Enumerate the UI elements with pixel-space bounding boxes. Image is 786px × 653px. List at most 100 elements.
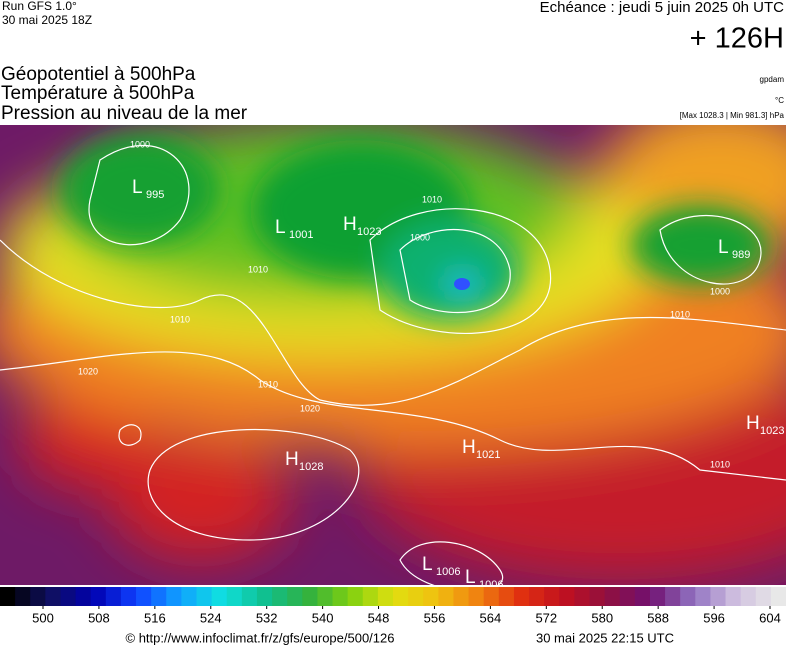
colorbar-cell xyxy=(30,587,46,606)
colorbar-label: 588 xyxy=(647,610,669,625)
isobar-label: 1010 xyxy=(710,459,730,469)
colorbar-cell xyxy=(302,587,318,606)
center-letter: H xyxy=(462,437,476,458)
source-url: © http://www.infoclimat.fr/z/gfs/europe/… xyxy=(126,630,395,645)
colorbar-cell xyxy=(453,587,470,606)
colorbar-cell xyxy=(634,587,651,606)
colorbar-cell xyxy=(317,587,334,606)
run-label: Run GFS 1.0° xyxy=(2,0,77,13)
center-value: 1023 xyxy=(357,226,381,238)
colorbar-cell xyxy=(423,587,439,606)
colorbar-cell xyxy=(695,587,711,606)
colorbar-cell xyxy=(241,587,258,606)
valid-time: Echéance : jeudi 5 juin 2025 0h UTC xyxy=(540,0,784,16)
colorbar-cell xyxy=(649,587,666,606)
colorbar-label: 516 xyxy=(144,610,166,625)
colorbar-cell xyxy=(740,587,757,606)
colorbar-cell xyxy=(559,587,575,606)
colorbar-cell xyxy=(513,587,530,606)
center-letter: L xyxy=(275,217,286,238)
center-value: 1001 xyxy=(289,229,313,241)
colorbar-cell xyxy=(136,587,152,606)
colorbar-label: 564 xyxy=(480,610,502,625)
isobar-label: 1010 xyxy=(670,309,690,319)
colorbar-cell xyxy=(287,587,303,606)
isobar-label: 1010 xyxy=(170,314,190,324)
colorbar-cell xyxy=(272,587,288,606)
isobar-label: 1000 xyxy=(130,139,150,149)
colorbar-cell xyxy=(15,587,31,606)
colorbar-cell xyxy=(347,587,364,606)
colorbar-cell xyxy=(604,587,621,606)
center-value: 1028 xyxy=(299,461,323,473)
colorbar-cell xyxy=(151,587,167,606)
field-label: Géopotentiel à 500hPa xyxy=(1,64,196,85)
colorbar-cell xyxy=(529,587,545,606)
colorbar-cell xyxy=(377,587,394,606)
isobar-label: 1010 xyxy=(248,264,268,274)
colorbar-cell xyxy=(725,587,742,606)
colorbar-cell xyxy=(90,587,107,606)
colorbar-cell xyxy=(483,587,500,606)
colorbar-cell xyxy=(60,587,77,606)
colorbar-cell xyxy=(105,587,122,606)
isobar-label: 1020 xyxy=(78,366,98,376)
unit-label: gpdam xyxy=(760,75,785,84)
unit-label: °C xyxy=(775,96,784,105)
field-label: Pression au niveau de la mer xyxy=(1,103,248,124)
center-value: 1021 xyxy=(476,449,500,461)
center-value: 995 xyxy=(146,189,164,201)
colorbar-label: 556 xyxy=(424,610,446,625)
colorbar-label: 500 xyxy=(32,610,54,625)
isobar-label: 1000 xyxy=(410,232,430,242)
isobar-label: 1010 xyxy=(258,379,278,389)
colorbar-cell xyxy=(211,587,228,606)
colorbar-cell xyxy=(393,587,409,606)
center-letter: L xyxy=(132,177,143,198)
colorbar-cell xyxy=(544,587,560,606)
colorbar-cell xyxy=(226,587,243,606)
colorbar-label: 548 xyxy=(368,610,390,625)
colorbar-cell xyxy=(45,587,61,606)
center-value: 1023 xyxy=(760,425,784,437)
colorbar-cell xyxy=(438,587,454,606)
colorbar-label: 540 xyxy=(312,610,334,625)
colorbar-cell xyxy=(0,587,16,606)
colorbar-cell xyxy=(498,587,515,606)
isobars xyxy=(0,144,786,585)
colorbar-label: 580 xyxy=(591,610,613,625)
isobar-label: 1000 xyxy=(710,286,730,296)
colorbar-cell xyxy=(619,587,636,606)
colorbar-cell xyxy=(468,587,485,606)
colorbar-label: 532 xyxy=(256,610,278,625)
colorbar-label: 572 xyxy=(535,610,557,625)
colorbar-label: 596 xyxy=(703,610,725,625)
center-letter: H xyxy=(285,449,299,470)
colorbar-cell xyxy=(332,587,349,606)
lead-time: + 126H xyxy=(690,23,784,55)
created-time: 30 mai 2025 22:15 UTC xyxy=(536,630,674,645)
colorbar-cell xyxy=(574,587,590,606)
colorbar-cell xyxy=(181,587,197,606)
colorbar-cell xyxy=(589,587,606,606)
colorbar-cell xyxy=(120,587,137,606)
colorbar-cell xyxy=(665,587,681,606)
colorbar-cell xyxy=(770,587,786,606)
center-letter: L xyxy=(465,567,476,588)
map xyxy=(0,125,786,585)
unit-label: [Max 1028.3 | Min 981.3] hPa xyxy=(680,111,785,120)
center-letter: L xyxy=(422,554,433,575)
colorbar-cell xyxy=(362,587,379,606)
center-letter: H xyxy=(746,413,760,434)
colorbar-cell xyxy=(680,587,696,606)
isobar-label: 1020 xyxy=(300,403,320,413)
colorbar-cell xyxy=(408,587,424,606)
colorbar-label: 604 xyxy=(759,610,781,625)
center-value: 1006 xyxy=(436,566,460,578)
colorbar-cell xyxy=(755,587,772,606)
colorbar-cell xyxy=(710,587,727,606)
colorbar-label: 508 xyxy=(88,610,110,625)
colorbar-cell xyxy=(166,587,182,606)
center-value: 989 xyxy=(732,249,750,261)
